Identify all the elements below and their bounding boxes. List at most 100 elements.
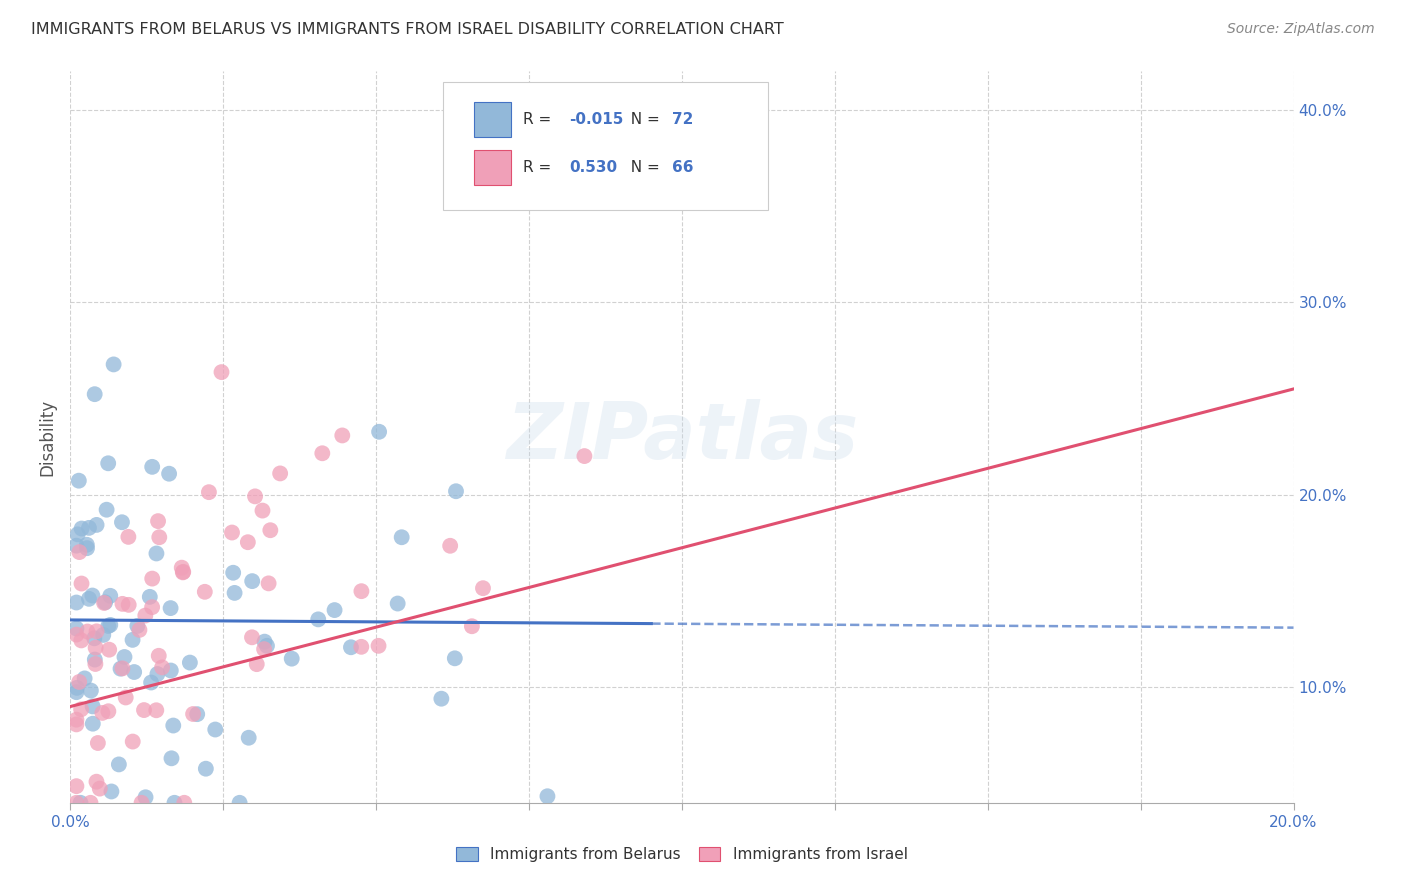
Point [131, 796, 153, 810]
Point [145, 546, 167, 560]
Point [97, 456, 120, 470]
Point [114, 690, 136, 705]
Point [91, 628, 114, 642]
Point [128, 623, 150, 637]
FancyBboxPatch shape [443, 82, 768, 211]
Point [98, 618, 121, 632]
Point [430, 691, 453, 706]
FancyBboxPatch shape [474, 150, 510, 185]
Point [307, 612, 329, 626]
Point [97, 619, 120, 633]
Point [86, 624, 108, 639]
Point [257, 576, 280, 591]
Point [439, 539, 461, 553]
Point [246, 657, 269, 672]
Point [65, 779, 87, 793]
Point [76, 538, 98, 552]
Text: 66: 66 [672, 160, 693, 175]
Point [146, 514, 169, 528]
Point [65, 713, 87, 727]
Point [204, 723, 226, 737]
Point [86, 774, 108, 789]
Point [150, 660, 173, 674]
Point [256, 639, 278, 653]
Point [211, 365, 233, 379]
Point [65, 595, 87, 609]
Point [110, 662, 132, 676]
Point [111, 661, 134, 675]
Point [141, 600, 163, 615]
Point [253, 634, 276, 648]
Point [83, 387, 105, 401]
Point [311, 446, 333, 460]
Point [108, 757, 131, 772]
Point [82, 589, 104, 603]
Point [574, 449, 596, 463]
Point [330, 428, 353, 442]
Text: Source: ZipAtlas.com: Source: ZipAtlas.com [1227, 22, 1375, 37]
Point [280, 651, 302, 665]
Point [253, 642, 276, 657]
Point [65, 539, 87, 553]
Point [132, 703, 155, 717]
Point [122, 665, 145, 679]
Point [83, 652, 105, 666]
Point [536, 789, 558, 804]
Point [66, 527, 89, 541]
Point [65, 622, 87, 636]
Point [117, 530, 139, 544]
Text: ZIPatlas: ZIPatlas [506, 399, 858, 475]
Point [103, 358, 125, 372]
Legend: Immigrants from Belarus, Immigrants from Israel: Immigrants from Belarus, Immigrants from… [450, 840, 914, 868]
Point [222, 566, 245, 580]
Point [238, 731, 260, 745]
Point [350, 584, 373, 599]
Point [121, 734, 143, 748]
Point [160, 751, 183, 765]
Point [111, 515, 134, 529]
Point [93, 596, 115, 610]
Point [141, 572, 163, 586]
Text: N =: N = [621, 160, 665, 175]
Point [240, 630, 263, 644]
Point [170, 560, 193, 574]
Point [127, 619, 149, 633]
Point [252, 503, 274, 517]
Point [94, 595, 117, 609]
Point [368, 425, 391, 439]
Point [77, 591, 100, 606]
Point [461, 619, 484, 633]
Point [87, 736, 110, 750]
Point [236, 535, 259, 549]
Text: IMMIGRANTS FROM BELARUS VS IMMIGRANTS FROM ISRAEL DISABILITY CORRELATION CHART: IMMIGRANTS FROM BELARUS VS IMMIGRANTS FR… [31, 22, 783, 37]
Point [96, 502, 118, 516]
Point [111, 597, 134, 611]
Point [70, 576, 93, 591]
Point [118, 598, 141, 612]
Point [387, 597, 409, 611]
Point [443, 651, 465, 665]
Point [65, 627, 87, 641]
Point [173, 796, 195, 810]
Point [121, 632, 143, 647]
Point [139, 590, 162, 604]
Point [134, 608, 156, 623]
Point [139, 675, 162, 690]
Point [76, 541, 98, 556]
Point [172, 565, 194, 579]
Point [65, 717, 87, 731]
Point [194, 762, 217, 776]
Point [323, 603, 346, 617]
Point [76, 624, 98, 639]
Point [70, 633, 93, 648]
Point [162, 718, 184, 732]
Point [146, 667, 169, 681]
Text: N =: N = [621, 112, 665, 128]
Point [79, 796, 101, 810]
Text: -0.015: -0.015 [569, 112, 624, 128]
Point [135, 790, 157, 805]
Point [221, 525, 243, 540]
Point [340, 640, 363, 655]
Point [141, 459, 163, 474]
Point [97, 704, 120, 718]
